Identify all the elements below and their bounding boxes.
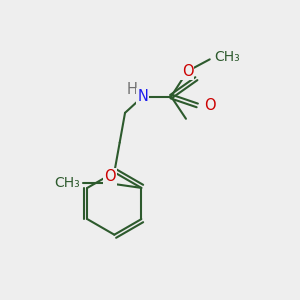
Text: N: N xyxy=(137,89,148,104)
Text: O: O xyxy=(204,98,215,113)
Text: O: O xyxy=(104,169,116,184)
Text: CH₃: CH₃ xyxy=(214,50,240,64)
Text: H: H xyxy=(127,82,138,98)
Text: CH₃: CH₃ xyxy=(54,176,80,190)
Text: O: O xyxy=(182,64,193,79)
